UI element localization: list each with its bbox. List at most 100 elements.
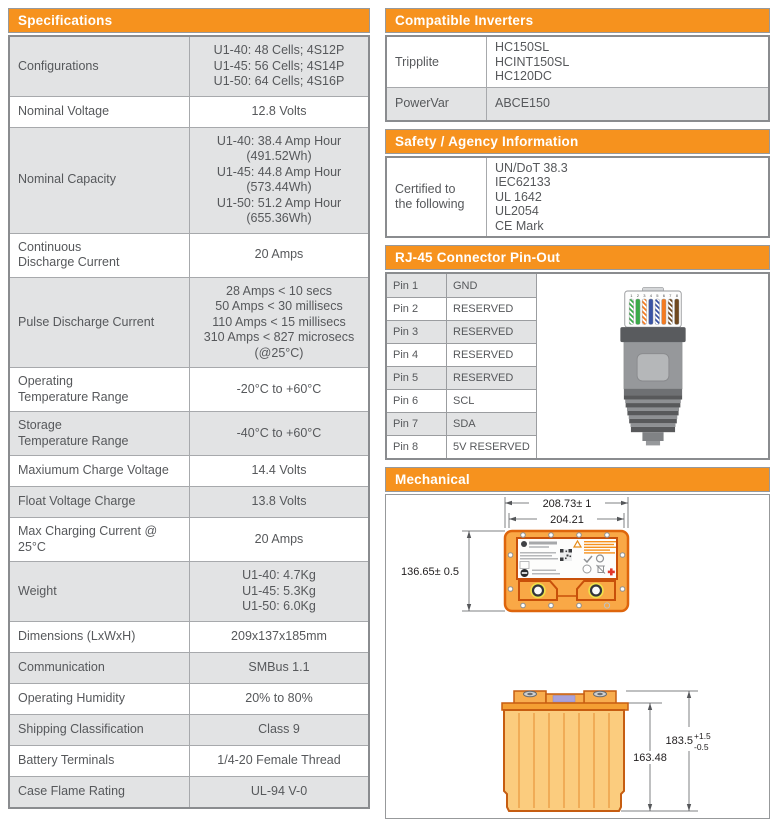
pin-row: Pin 1 GND [387,274,536,297]
dim-side-outer: 183.5 [665,735,693,747]
pin-number: Pin 2 [387,298,447,320]
rj45-illustration-area: 1 2 3 4 5 6 7 8 [537,274,768,458]
specifications-section: Specifications Configurations U1-40: 48 … [8,8,370,809]
svg-text:3: 3 [643,293,646,298]
spec-value: 13.8 Volts [251,494,307,509]
spec-value: 14.4 Volts [251,463,307,478]
table-row: Continuous Discharge Current 20 Amps [10,232,368,277]
warning-triangle-icon [572,539,583,548]
inverter-models: ABCE150 [495,96,550,111]
table-row: Certified to the following UN/DoT 38.3 I… [387,157,768,236]
pin-row: Pin 4 RESERVED [387,343,536,366]
dim-width-outer: 208.73± 1 [543,498,592,510]
spec-label: Storage Temperature Range [10,412,190,455]
pin-row: Pin 8 5V RESERVED [387,435,536,458]
pin-number: Pin 5 [387,367,447,389]
pin-function: RESERVED [453,303,514,315]
svg-text:4: 4 [649,293,652,298]
spec-value: 20 Amps [254,531,304,546]
top-view-dimension-lines [462,497,629,612]
recycle-icon [595,554,605,563]
pin-row: Pin 7 SDA [387,412,536,435]
warning-text-lines [584,541,616,554]
spec-value: U1-40: 38.4 Amp Hour (491.52Wh) U1-45: 4… [216,133,342,226]
brand-logo-icon [521,541,527,547]
pin-number: Pin 6 [387,390,447,412]
spec-label: Operating Humidity [10,683,190,714]
spec-value: U1-40: 4.7Kg U1-45: 5.3Kg U1-50: 6.0Kg [242,568,316,613]
table-row: Case Flame Rating UL-94 V-0 [10,775,368,807]
svg-text:5: 5 [656,293,659,298]
pin-function: 5V RESERVED [453,441,530,453]
spec-label: Nominal Capacity [10,127,190,233]
rj45-connector-icon: 1 2 3 4 5 6 7 8 [619,287,686,446]
plug-pin-numbers: 1 2 3 4 5 6 7 8 [630,293,678,298]
spec-label: Float Voltage Charge [10,487,190,517]
plus-terminal-icon [607,568,615,576]
plug-wires [628,298,679,325]
table-row: Dimensions (LxWxH) 209x137x185mm [10,620,368,652]
table-row: Operating Temperature Range -20°C to +60… [10,367,368,411]
table-row: Float Voltage Charge 13.8 Volts [10,486,368,517]
pin-function: RESERVED [453,372,514,384]
spec-label: Dimensions (LxWxH) [10,621,190,652]
dim-side-inner: 163.48 [633,752,667,764]
spec-value: Class 9 [258,721,300,736]
spec-value: 20% to 80% [245,690,313,705]
rj45-header: RJ-45 Connector Pin-Out [385,245,770,270]
spec-label: Maxiumum Charge Voltage [10,456,190,486]
table-row: Nominal Capacity U1-40: 38.4 Amp Hour (4… [10,126,368,233]
spec-label: Battery Terminals [10,745,190,776]
spec-label: Case Flame Rating [10,776,190,807]
plug-band [623,388,682,396]
label-artwork [519,539,616,577]
spec-value: -40°C to +60°C [236,425,322,440]
table-row: Communication SMBus 1.1 [10,651,368,683]
rj45-pin-table: Pin 1 GND Pin 2 RESERVED Pin 3 RESERVED [387,274,537,458]
plug-strain-relief [623,395,682,433]
dim-height: 136.65± 0.5 [401,566,459,578]
inverter-models: HC150SL HCINT150SL HC120DC [495,40,570,83]
table-row: PowerVar ABCE150 [387,86,768,120]
pin-number: Pin 8 [387,436,447,458]
rj45-section: RJ-45 Connector Pin-Out Pin 1 GND Pin 2 … [385,245,770,460]
compatible-inverters-header: Compatible Inverters [385,8,770,33]
svg-text:1: 1 [630,293,633,298]
battery-top-view [503,529,630,613]
spec-label: Configurations [10,37,190,96]
spec-label: Shipping Classification [10,714,190,745]
pin-number: Pin 1 [387,274,447,297]
mechanical-drawing: 208.73± 1 204.21 136.65± 0.5 [401,496,715,812]
pin-number: Pin 4 [387,344,447,366]
spec-value: 1/4-20 Female Thread [217,752,341,767]
mechanical-drawing-box: 208.73± 1 204.21 136.65± 0.5 [385,494,770,819]
table-row: Storage Temperature Range -40°C to +60°C [10,411,368,455]
dim-width-inner: 204.21 [550,514,584,526]
table-row: Nominal Voltage 12.8 Volts [10,95,368,127]
mechanical-title: Mechanical [395,472,470,487]
table-row: Pulse Discharge Current 28 Amps < 10 sec… [10,276,368,367]
spec-value: U1-40: 48 Cells; 4S12P U1-45: 56 Cells; … [213,43,345,88]
pin-number: Pin 3 [387,321,447,343]
mechanical-header: Mechanical [385,467,770,492]
pin-function: SDA [453,418,476,430]
safety-table: Certified to the following UN/DoT 38.3 I… [385,155,770,238]
table-row: Maxiumum Charge Voltage 14.4 Volts [10,455,368,486]
top-view-dimension-arrows [466,500,628,611]
spec-label: Communication [10,652,190,683]
table-row: Max Charging Current @ 25°C 20 Amps [10,517,368,561]
spec-value: 28 Amps < 10 secs 50 Amps < 30 millisecs… [203,283,355,360]
check-icon [583,555,593,564]
spec-value: 20 Amps [254,247,304,262]
battery-side-view [501,690,629,812]
svg-text:6: 6 [662,293,665,298]
right-column: Compatible Inverters Tripplite HC150SL H… [385,8,770,819]
rj45-title: RJ-45 Connector Pin-Out [395,250,561,265]
pin-function: SCL [453,395,475,407]
specifications-table: Configurations U1-40: 48 Cells; 4S12P U1… [8,35,370,809]
table-row: Configurations U1-40: 48 Cells; 4S12P U1… [10,37,368,96]
safety-section: Safety / Agency Information Certified to… [385,128,770,238]
table-row: Shipping Classification Class 9 [10,713,368,745]
specifications-title: Specifications [18,13,113,28]
plug-latch [636,353,669,382]
